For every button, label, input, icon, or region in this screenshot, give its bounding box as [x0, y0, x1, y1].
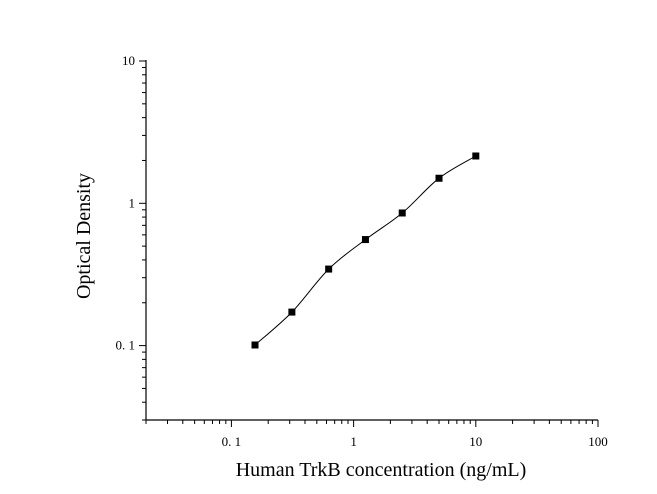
y-tick-label: 0. 1	[116, 338, 136, 353]
y-axis-title: Optical Density	[73, 173, 95, 299]
y-tick-label: 10	[122, 53, 135, 68]
x-tick-label: 1	[350, 434, 357, 449]
x-tick-label: 10	[469, 434, 482, 449]
data-point	[361, 236, 369, 244]
data-point	[325, 265, 333, 273]
x-axis-title: Human TrkB concentration (ng/mL)	[236, 459, 527, 481]
plot-area: 0. 1 1 10 100 0. 1 1 10	[116, 53, 608, 449]
x-tick-label: 0. 1	[222, 434, 242, 449]
y-tick-label: 1	[129, 195, 136, 210]
fit-curve	[254, 155, 477, 346]
data-point	[472, 152, 480, 160]
x-tick-label: 100	[588, 434, 608, 449]
data-point	[398, 209, 406, 217]
data-point	[288, 308, 296, 316]
data-point	[251, 341, 259, 349]
data-point	[435, 174, 443, 182]
